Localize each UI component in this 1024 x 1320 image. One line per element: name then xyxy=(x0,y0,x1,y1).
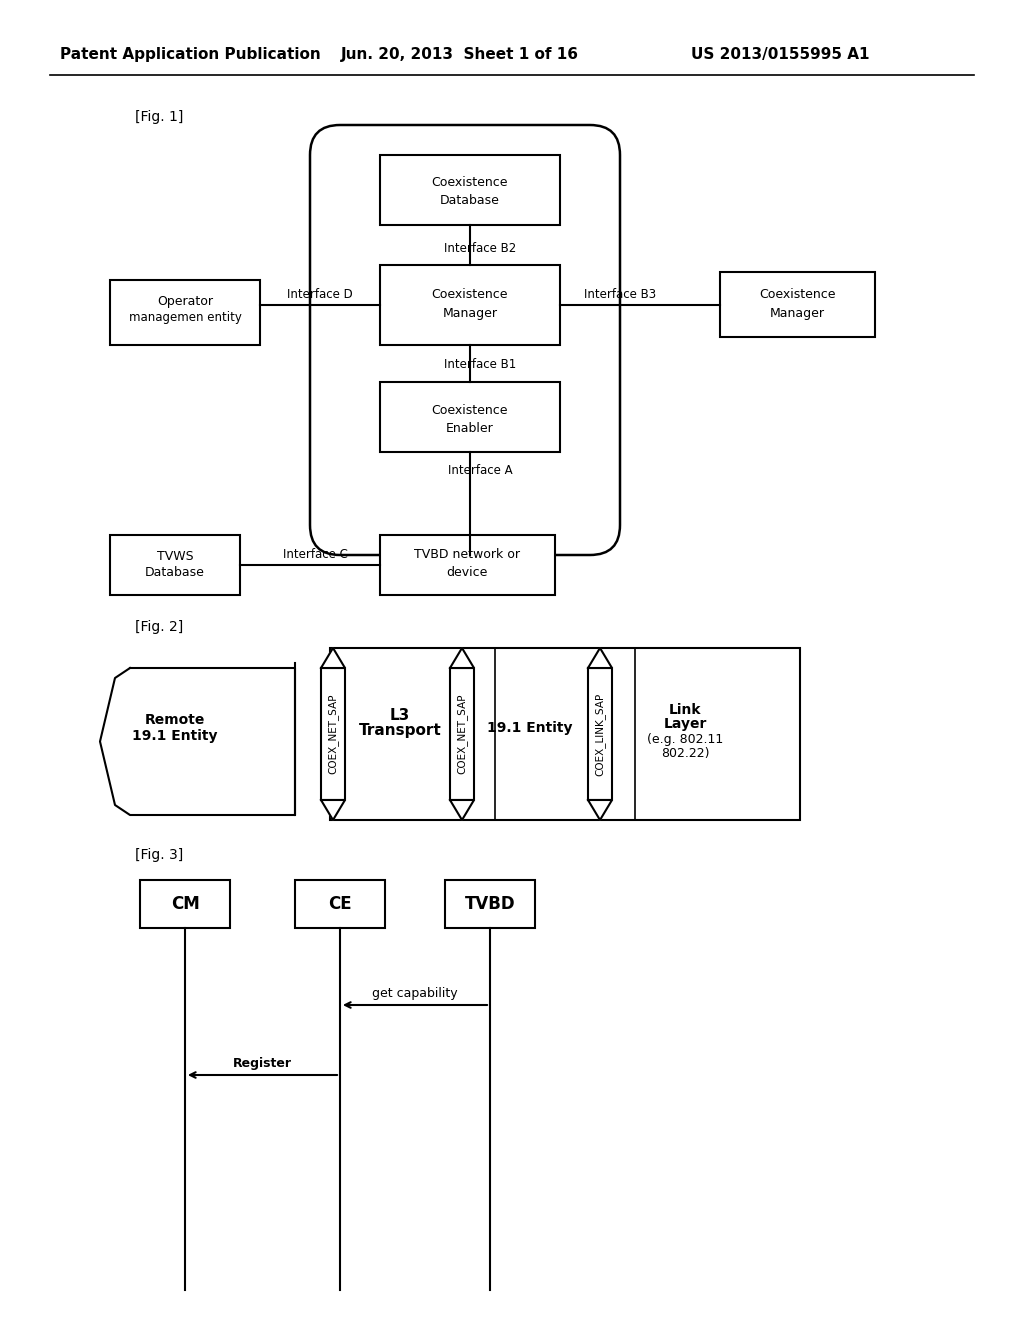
Text: get capability: get capability xyxy=(372,986,458,999)
Text: 19.1 Entity: 19.1 Entity xyxy=(487,721,572,735)
Polygon shape xyxy=(450,800,474,820)
Bar xyxy=(720,272,874,337)
Text: [Fig. 2]: [Fig. 2] xyxy=(135,620,183,634)
Bar xyxy=(140,880,230,928)
Text: COEX_NET_SAP: COEX_NET_SAP xyxy=(328,694,339,775)
Text: Interface B3: Interface B3 xyxy=(584,289,656,301)
Polygon shape xyxy=(450,648,474,668)
Text: Manager: Manager xyxy=(769,306,824,319)
Text: Remote: Remote xyxy=(144,713,205,727)
Text: TVBD network or: TVBD network or xyxy=(414,549,520,561)
Text: CE: CE xyxy=(328,895,352,913)
Text: Patent Application Publication: Patent Application Publication xyxy=(59,48,321,62)
Text: 802.22): 802.22) xyxy=(660,747,710,760)
Text: COEX_LINK_SAP: COEX_LINK_SAP xyxy=(595,693,605,776)
Text: TVBD: TVBD xyxy=(465,895,515,913)
Text: Database: Database xyxy=(440,194,500,206)
Text: managemen entity: managemen entity xyxy=(129,310,242,323)
Bar xyxy=(330,648,800,820)
Text: Interface B2: Interface B2 xyxy=(443,242,516,255)
Polygon shape xyxy=(588,648,612,668)
Bar xyxy=(380,265,560,345)
Text: [Fig. 1]: [Fig. 1] xyxy=(135,110,183,124)
Bar xyxy=(380,535,555,595)
Text: CM: CM xyxy=(171,895,200,913)
Text: Coexistence: Coexistence xyxy=(432,289,508,301)
Text: Database: Database xyxy=(145,566,205,579)
Text: Interface C: Interface C xyxy=(283,549,347,561)
Text: L3: L3 xyxy=(390,708,411,722)
Polygon shape xyxy=(588,800,612,820)
Text: Link: Link xyxy=(669,704,701,717)
Bar xyxy=(295,880,385,928)
Polygon shape xyxy=(321,648,345,668)
Text: Interface D: Interface D xyxy=(287,289,353,301)
Bar xyxy=(380,381,560,451)
Text: Interface A: Interface A xyxy=(447,463,512,477)
Bar xyxy=(450,668,474,800)
Text: Register: Register xyxy=(233,1056,292,1069)
Text: (e.g. 802.11: (e.g. 802.11 xyxy=(647,734,723,747)
FancyBboxPatch shape xyxy=(310,125,620,554)
Text: Coexistence: Coexistence xyxy=(432,404,508,417)
Bar xyxy=(588,668,612,800)
Text: [Fig. 3]: [Fig. 3] xyxy=(135,847,183,862)
Polygon shape xyxy=(100,668,295,814)
Text: Enabler: Enabler xyxy=(446,421,494,434)
Text: COEX_NET_SAP: COEX_NET_SAP xyxy=(457,694,467,775)
Bar xyxy=(110,535,240,595)
Text: Jun. 20, 2013  Sheet 1 of 16: Jun. 20, 2013 Sheet 1 of 16 xyxy=(341,48,579,62)
Text: Layer: Layer xyxy=(664,717,707,731)
Text: Manager: Manager xyxy=(442,306,498,319)
Text: TVWS: TVWS xyxy=(157,550,194,564)
Polygon shape xyxy=(321,800,345,820)
Text: Coexistence: Coexistence xyxy=(759,289,836,301)
Text: Interface B1: Interface B1 xyxy=(443,359,516,371)
Bar xyxy=(445,880,535,928)
Bar xyxy=(321,668,345,800)
Text: 19.1 Entity: 19.1 Entity xyxy=(132,729,218,743)
Text: Coexistence: Coexistence xyxy=(432,176,508,189)
Bar xyxy=(110,280,260,345)
Text: US 2013/0155995 A1: US 2013/0155995 A1 xyxy=(691,48,869,62)
Bar xyxy=(380,154,560,224)
Text: Transport: Transport xyxy=(358,722,441,738)
Text: Operator: Operator xyxy=(157,296,213,309)
Text: device: device xyxy=(446,566,487,579)
